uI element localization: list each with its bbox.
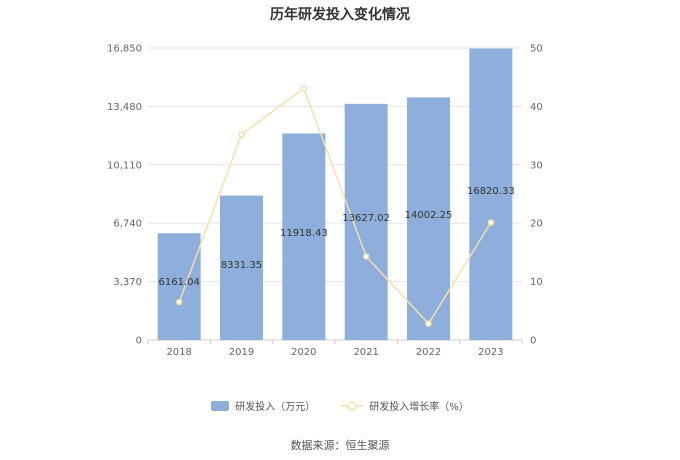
growth-line bbox=[178, 87, 492, 325]
y-left-tick-label: 0 bbox=[136, 336, 142, 347]
bar bbox=[282, 133, 326, 340]
x-tick-label: 2021 bbox=[353, 347, 378, 358]
y-left-tick-label: 10,110 bbox=[107, 160, 142, 171]
x-tick-label: 2023 bbox=[478, 347, 503, 358]
growth-point bbox=[487, 219, 495, 226]
growth-point bbox=[175, 298, 183, 306]
growth-point bbox=[362, 253, 370, 260]
bar-value-label: 11918.43 bbox=[280, 228, 328, 239]
grid-lines bbox=[148, 47, 522, 341]
y-left-tick-label: 16,850 bbox=[107, 44, 142, 55]
y-right-tick-label: 20 bbox=[530, 219, 543, 230]
chart-title: 历年研发投入变化情况 bbox=[270, 7, 410, 23]
bar-value-label: 16820.33 bbox=[467, 186, 515, 197]
legend-line-swatch bbox=[341, 400, 364, 411]
y-left-tick-label: 6,740 bbox=[113, 219, 142, 230]
x-tick-label: 2018 bbox=[166, 347, 191, 358]
bar-value-label: 13627.02 bbox=[342, 213, 390, 224]
legend-line-label: 研发投入增长率（%） bbox=[369, 402, 469, 413]
legend-bar-label: 研发投入（万元） bbox=[235, 402, 316, 413]
bar-value-label: 14002.25 bbox=[405, 210, 453, 221]
bar-series bbox=[157, 48, 513, 341]
axes: 0 0 3,370 10 6,740 20 10,110 30 13,480 40 16,850 50… bbox=[107, 44, 543, 359]
legend-bar-swatch bbox=[211, 400, 230, 411]
bar bbox=[157, 233, 201, 340]
bar-value-label: 6161.04 bbox=[158, 277, 199, 288]
bar bbox=[220, 195, 263, 340]
growth-point bbox=[238, 131, 245, 138]
line-series bbox=[175, 85, 495, 327]
y-right-tick-label: 50 bbox=[530, 44, 543, 55]
y-right-tick-label: 40 bbox=[530, 102, 543, 113]
x-tick-label: 2020 bbox=[291, 347, 316, 358]
growth-point bbox=[425, 320, 432, 327]
y-right-tick-label: 0 bbox=[530, 336, 536, 347]
x-tick-label: 2019 bbox=[229, 347, 254, 358]
bar bbox=[344, 103, 388, 340]
y-left-tick-label: 13,480 bbox=[107, 102, 142, 113]
x-tick-label: 2022 bbox=[416, 347, 441, 358]
legend: 研发投入（万元） 研发投入增长率（%） bbox=[0, 398, 680, 413]
bar bbox=[469, 48, 513, 341]
bar-value-label: 8331.35 bbox=[221, 260, 262, 271]
y-left-tick-label: 3,370 bbox=[113, 277, 142, 288]
y-right-tick-label: 30 bbox=[530, 160, 543, 171]
y-right-tick-label: 10 bbox=[530, 277, 543, 288]
legend-item-bar[interactable]: 研发投入（万元） bbox=[211, 398, 315, 413]
data-labels: 6161.04 8331.35 11918.43 13627.02 14002.25 16… bbox=[158, 186, 514, 288]
source-note: 数据来源：恒生聚源 bbox=[290, 439, 390, 452]
growth-point bbox=[300, 85, 308, 92]
legend-item-line[interactable]: 研发投入增长率（%） bbox=[341, 398, 469, 413]
